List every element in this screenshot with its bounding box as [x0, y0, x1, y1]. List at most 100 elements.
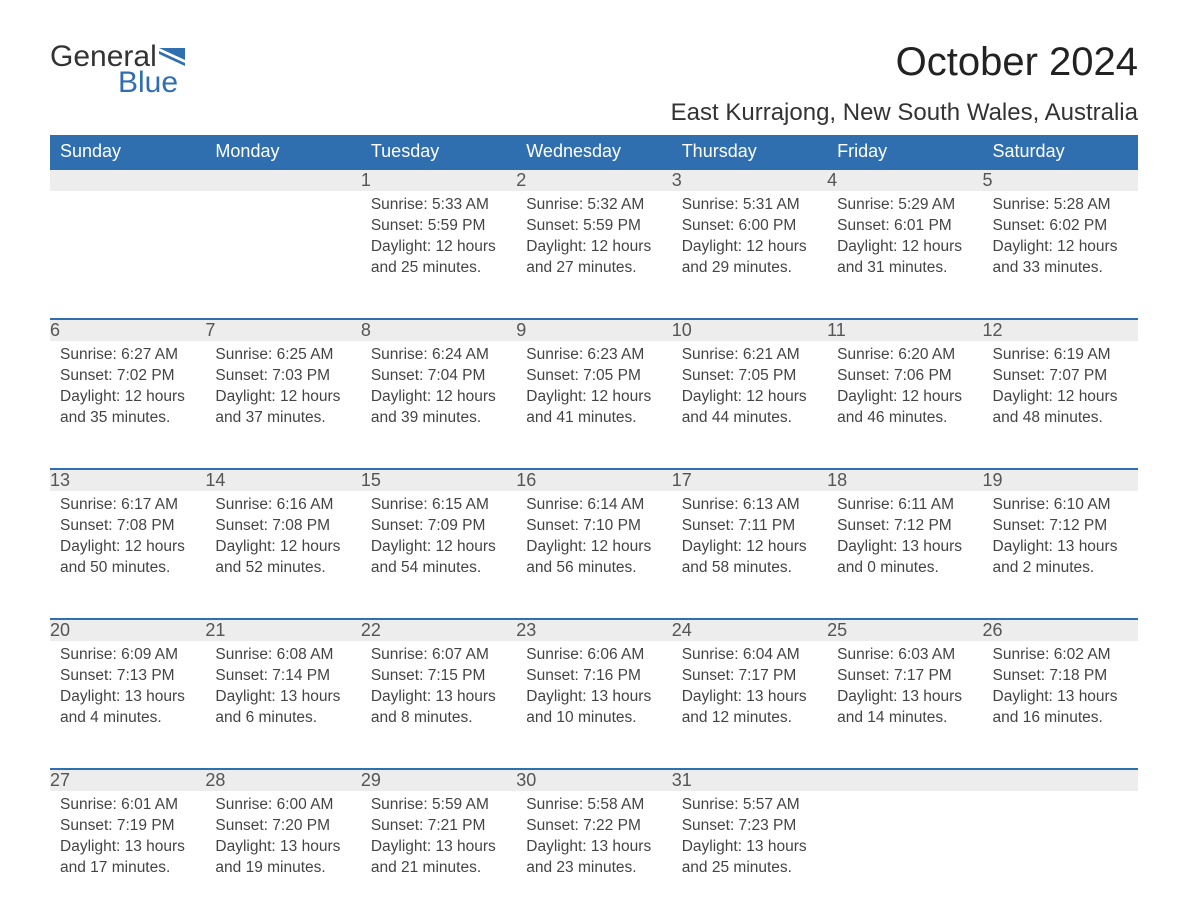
sunset-line: Sunset: 7:22 PM — [526, 816, 661, 837]
sunset-line: Sunset: 7:12 PM — [837, 516, 972, 537]
sunset-line: Sunset: 7:08 PM — [215, 516, 350, 537]
sunset-line: Sunset: 7:12 PM — [993, 516, 1128, 537]
day-number: 8 — [361, 319, 516, 341]
day-number: 24 — [672, 619, 827, 641]
sunrise-line: Sunrise: 6:04 AM — [682, 645, 817, 666]
day-content: Sunrise: 6:13 AMSunset: 7:11 PMDaylight:… — [672, 491, 827, 587]
sunrise-line: Sunrise: 6:08 AM — [215, 645, 350, 666]
sunrise-line: Sunrise: 6:21 AM — [682, 345, 817, 366]
day-cell: Sunrise: 5:33 AMSunset: 5:59 PMDaylight:… — [361, 191, 516, 319]
day-cell: Sunrise: 6:08 AMSunset: 7:14 PMDaylight:… — [205, 641, 360, 769]
sunset-line: Sunset: 7:05 PM — [682, 366, 817, 387]
day-cell: Sunrise: 5:58 AMSunset: 7:22 PMDaylight:… — [516, 791, 671, 919]
day-content: Sunrise: 6:04 AMSunset: 7:17 PMDaylight:… — [672, 641, 827, 737]
day-cell: Sunrise: 6:07 AMSunset: 7:15 PMDaylight:… — [361, 641, 516, 769]
sunrise-line: Sunrise: 6:14 AM — [526, 495, 661, 516]
day-number: 25 — [827, 619, 982, 641]
sunset-line: Sunset: 7:07 PM — [993, 366, 1128, 387]
sunrise-line: Sunrise: 6:03 AM — [837, 645, 972, 666]
sunrise-line: Sunrise: 5:59 AM — [371, 795, 506, 816]
daylight-line: Daylight: 13 hours and 6 minutes. — [215, 687, 350, 729]
day-content: Sunrise: 5:33 AMSunset: 5:59 PMDaylight:… — [361, 191, 516, 287]
day-cell: Sunrise: 5:29 AMSunset: 6:01 PMDaylight:… — [827, 191, 982, 319]
brand-part2: Blue — [118, 66, 178, 100]
day-content: Sunrise: 6:25 AMSunset: 7:03 PMDaylight:… — [205, 341, 360, 437]
week-content-row: Sunrise: 6:17 AMSunset: 7:08 PMDaylight:… — [50, 491, 1138, 619]
empty-day-cell — [205, 191, 360, 319]
sunrise-line: Sunrise: 6:19 AM — [993, 345, 1128, 366]
sunrise-line: Sunrise: 6:09 AM — [60, 645, 195, 666]
day-content: Sunrise: 6:20 AMSunset: 7:06 PMDaylight:… — [827, 341, 982, 437]
day-cell: Sunrise: 5:28 AMSunset: 6:02 PMDaylight:… — [983, 191, 1138, 319]
day-cell: Sunrise: 6:00 AMSunset: 7:20 PMDaylight:… — [205, 791, 360, 919]
day-header: Thursday — [672, 135, 827, 169]
day-number: 19 — [983, 469, 1138, 491]
sunrise-line: Sunrise: 5:57 AM — [682, 795, 817, 816]
day-cell: Sunrise: 6:20 AMSunset: 7:06 PMDaylight:… — [827, 341, 982, 469]
day-cell: Sunrise: 6:13 AMSunset: 7:11 PMDaylight:… — [672, 491, 827, 619]
sunset-line: Sunset: 5:59 PM — [371, 216, 506, 237]
day-content: Sunrise: 6:14 AMSunset: 7:10 PMDaylight:… — [516, 491, 671, 587]
daylight-line: Daylight: 13 hours and 25 minutes. — [682, 837, 817, 879]
daylight-line: Daylight: 12 hours and 50 minutes. — [60, 537, 195, 579]
sunrise-line: Sunrise: 5:28 AM — [993, 195, 1128, 216]
day-header: Friday — [827, 135, 982, 169]
daylight-line: Daylight: 13 hours and 16 minutes. — [993, 687, 1128, 729]
day-cell: Sunrise: 6:01 AMSunset: 7:19 PMDaylight:… — [50, 791, 205, 919]
sunset-line: Sunset: 7:14 PM — [215, 666, 350, 687]
sunrise-line: Sunrise: 6:10 AM — [993, 495, 1128, 516]
day-content: Sunrise: 5:57 AMSunset: 7:23 PMDaylight:… — [672, 791, 827, 887]
day-content: Sunrise: 6:10 AMSunset: 7:12 PMDaylight:… — [983, 491, 1138, 587]
sunset-line: Sunset: 7:15 PM — [371, 666, 506, 687]
day-number: 26 — [983, 619, 1138, 641]
day-cell: Sunrise: 6:27 AMSunset: 7:02 PMDaylight:… — [50, 341, 205, 469]
daylight-line: Daylight: 12 hours and 33 minutes. — [993, 237, 1128, 279]
day-header: Tuesday — [361, 135, 516, 169]
day-number: 21 — [205, 619, 360, 641]
daylight-line: Daylight: 12 hours and 25 minutes. — [371, 237, 506, 279]
day-cell: Sunrise: 6:04 AMSunset: 7:17 PMDaylight:… — [672, 641, 827, 769]
day-cell: Sunrise: 6:06 AMSunset: 7:16 PMDaylight:… — [516, 641, 671, 769]
sunrise-line: Sunrise: 6:20 AM — [837, 345, 972, 366]
sunrise-line: Sunrise: 6:06 AM — [526, 645, 661, 666]
day-content: Sunrise: 6:11 AMSunset: 7:12 PMDaylight:… — [827, 491, 982, 587]
day-header: Saturday — [983, 135, 1138, 169]
day-cell: Sunrise: 6:24 AMSunset: 7:04 PMDaylight:… — [361, 341, 516, 469]
day-cell: Sunrise: 6:11 AMSunset: 7:12 PMDaylight:… — [827, 491, 982, 619]
day-content: Sunrise: 6:06 AMSunset: 7:16 PMDaylight:… — [516, 641, 671, 737]
day-content: Sunrise: 6:03 AMSunset: 7:17 PMDaylight:… — [827, 641, 982, 737]
sunset-line: Sunset: 7:20 PM — [215, 816, 350, 837]
day-number: 15 — [361, 469, 516, 491]
flag-icon — [159, 48, 185, 66]
day-content: Sunrise: 5:29 AMSunset: 6:01 PMDaylight:… — [827, 191, 982, 287]
sunset-line: Sunset: 7:02 PM — [60, 366, 195, 387]
day-header: Monday — [205, 135, 360, 169]
day-number: 11 — [827, 319, 982, 341]
day-header: Sunday — [50, 135, 205, 169]
day-content: Sunrise: 5:32 AMSunset: 5:59 PMDaylight:… — [516, 191, 671, 287]
title-block: October 2024 East Kurrajong, New South W… — [671, 40, 1138, 127]
week-content-row: Sunrise: 6:01 AMSunset: 7:19 PMDaylight:… — [50, 791, 1138, 919]
day-number: 27 — [50, 769, 205, 791]
sunrise-line: Sunrise: 5:58 AM — [526, 795, 661, 816]
day-cell: Sunrise: 6:02 AMSunset: 7:18 PMDaylight:… — [983, 641, 1138, 769]
day-number: 1 — [361, 169, 516, 191]
day-content: Sunrise: 5:59 AMSunset: 7:21 PMDaylight:… — [361, 791, 516, 887]
sunset-line: Sunset: 6:00 PM — [682, 216, 817, 237]
sunrise-line: Sunrise: 6:11 AM — [837, 495, 972, 516]
day-header: Wednesday — [516, 135, 671, 169]
page-header: General Blue October 2024 East Kurrajong… — [50, 40, 1138, 127]
week-daynum-row: 2728293031 — [50, 769, 1138, 791]
week-content-row: Sunrise: 5:33 AMSunset: 5:59 PMDaylight:… — [50, 191, 1138, 319]
day-number: 17 — [672, 469, 827, 491]
sunrise-line: Sunrise: 6:01 AM — [60, 795, 195, 816]
day-content: Sunrise: 6:15 AMSunset: 7:09 PMDaylight:… — [361, 491, 516, 587]
sunset-line: Sunset: 7:10 PM — [526, 516, 661, 537]
day-content: Sunrise: 6:17 AMSunset: 7:08 PMDaylight:… — [50, 491, 205, 587]
day-content: Sunrise: 6:19 AMSunset: 7:07 PMDaylight:… — [983, 341, 1138, 437]
day-cell: Sunrise: 6:03 AMSunset: 7:17 PMDaylight:… — [827, 641, 982, 769]
month-title: October 2024 — [671, 40, 1138, 85]
day-content: Sunrise: 6:02 AMSunset: 7:18 PMDaylight:… — [983, 641, 1138, 737]
daylight-line: Daylight: 13 hours and 10 minutes. — [526, 687, 661, 729]
sunset-line: Sunset: 5:59 PM — [526, 216, 661, 237]
